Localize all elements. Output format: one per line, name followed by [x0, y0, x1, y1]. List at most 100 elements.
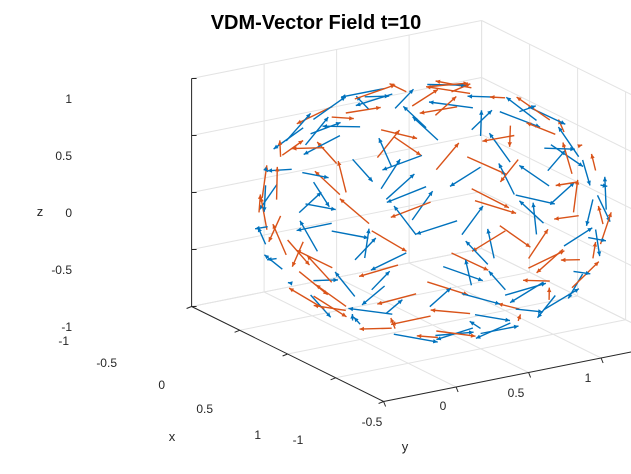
y-tick-label: 1	[585, 371, 592, 385]
vector-arrow	[334, 271, 356, 297]
vector-arrowhead	[412, 116, 418, 122]
x-tick	[330, 377, 336, 381]
vector-arrow	[390, 315, 431, 326]
vector-arrowhead	[479, 110, 484, 115]
vector-arrowhead	[339, 198, 345, 204]
grid-line	[335, 319, 626, 379]
x-axis: -1 -0.5 0 0.5 1 x	[58, 334, 261, 444]
vector-arrowhead	[465, 83, 471, 88]
vector-arrowhead	[429, 100, 434, 105]
y-tick	[528, 372, 532, 378]
vector-arrow	[429, 287, 452, 308]
vector-arrowhead	[602, 176, 608, 182]
axes-box	[186, 78, 631, 407]
vector-arrowhead	[470, 333, 476, 338]
vector-arrow	[547, 149, 566, 172]
vector-arrow	[498, 163, 515, 195]
x-tick	[378, 401, 384, 404]
vector-arrowhead	[464, 259, 469, 265]
vector-arrowhead	[513, 324, 519, 330]
vector-arrowhead	[594, 261, 599, 267]
vector-arrow	[272, 223, 287, 256]
vector-arrow	[465, 240, 489, 265]
vector-arrow	[562, 142, 573, 174]
vector-arrowhead	[516, 97, 522, 102]
vector-arrow	[482, 134, 515, 142]
vector-arrowhead	[510, 298, 515, 303]
vector-arrowhead	[390, 213, 396, 218]
vector-arrowhead	[395, 159, 401, 165]
grid-back-walls	[191, 20, 631, 402]
vector-arrowhead	[350, 314, 355, 319]
vector-arrow	[312, 96, 347, 120]
vector-arrowhead	[296, 227, 302, 232]
vector-arrowhead	[268, 236, 273, 242]
z-tick-label: 1	[65, 92, 72, 106]
vector-arrow	[515, 308, 543, 313]
vector-arrowhead	[607, 212, 612, 218]
vector-arrowhead	[507, 142, 512, 147]
x-tick	[234, 329, 240, 333]
x-tick	[186, 306, 192, 309]
vector-arrowhead	[555, 182, 561, 187]
vector-arrowhead	[416, 334, 422, 339]
vector-arrowhead	[335, 122, 341, 127]
vector-arrow	[386, 186, 427, 204]
vector-arrowhead	[348, 306, 354, 312]
vector-arrowhead	[530, 105, 536, 110]
vector-arrow	[364, 228, 370, 259]
vector-arrowhead	[355, 102, 361, 107]
vector-arrow	[544, 147, 575, 150]
vector-arrowhead	[590, 153, 595, 159]
vector-arrowhead	[337, 161, 342, 166]
vector-arrowhead	[525, 242, 531, 248]
plot-area[interactable]	[186, 20, 631, 407]
vector-arrow	[380, 129, 418, 140]
vector-arrow	[340, 87, 385, 98]
vector-arrowhead	[255, 225, 260, 231]
y-axis-label: y	[402, 439, 409, 454]
grid-line	[191, 20, 482, 79]
vector-arrow	[370, 252, 407, 271]
z-tick-label: -1	[61, 320, 72, 334]
vector-arrow	[429, 82, 469, 88]
vector-arrowhead	[390, 318, 395, 323]
y-tick	[455, 386, 459, 393]
vector-arrow	[550, 181, 575, 205]
vector-arrowhead	[472, 247, 478, 252]
x-tick-label: 1	[254, 428, 261, 442]
vector-arrowhead	[454, 143, 459, 148]
vector-arrowhead	[577, 144, 583, 149]
vector-arrow	[348, 307, 393, 315]
vector-arrowhead	[412, 135, 418, 140]
vector-arrow	[509, 281, 544, 304]
vector-arrowhead	[483, 266, 489, 271]
vector-arrowhead	[376, 106, 381, 111]
vector-arrow	[449, 166, 481, 187]
vector-arrowhead	[335, 272, 340, 277]
y-tick	[600, 357, 604, 364]
x-tick	[282, 353, 288, 357]
vector-arrowhead	[503, 203, 509, 208]
vector-arrow	[572, 179, 579, 213]
vector-arrow	[419, 106, 458, 114]
vector-arrow	[461, 293, 501, 305]
vector-arrowhead	[419, 110, 425, 115]
vector-arrow	[287, 239, 311, 266]
vector-arrowhead	[385, 271, 390, 276]
vector-arrowhead	[267, 168, 273, 173]
vector-arrowhead	[500, 177, 505, 182]
vector-arrowhead	[354, 317, 359, 323]
vector-arrowhead	[601, 237, 606, 243]
vector-arrowhead	[516, 314, 521, 320]
vector-arrowhead	[498, 163, 503, 169]
vector-arrow	[471, 188, 510, 209]
vector-arrowhead	[401, 247, 407, 252]
vector-arrowhead	[549, 200, 555, 205]
vector-arrow	[480, 325, 519, 335]
vector-arrowhead	[287, 281, 293, 286]
vector-arrowhead	[536, 268, 542, 273]
vector-arrow	[339, 198, 370, 225]
vector-arrowhead	[304, 260, 310, 266]
vector-arrow	[393, 333, 438, 343]
